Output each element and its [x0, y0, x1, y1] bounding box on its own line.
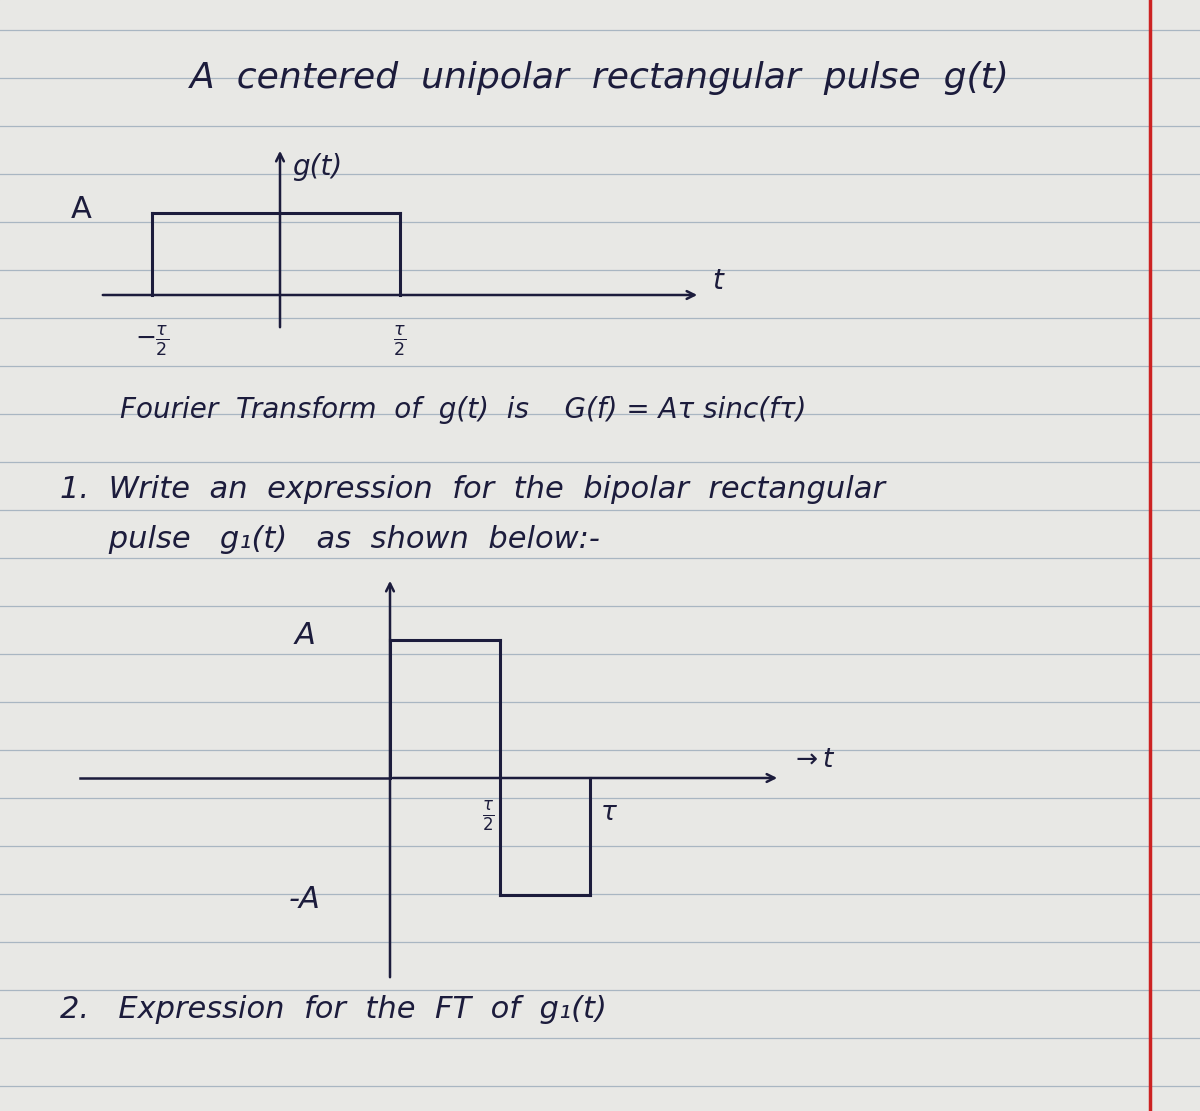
Text: pulse   g₁(t)   as  shown  below:-: pulse g₁(t) as shown below:-: [60, 526, 600, 554]
Text: $\tau$: $\tau$: [600, 800, 618, 825]
Text: A: A: [294, 621, 316, 650]
Text: A  centered  unipolar  rectangular  pulse  g(t): A centered unipolar rectangular pulse g(…: [190, 61, 1010, 96]
Text: g(t): g(t): [292, 153, 342, 181]
Text: t: t: [712, 267, 722, 296]
Text: 2.   Expression  for  the  FT  of  g₁(t): 2. Expression for the FT of g₁(t): [60, 995, 607, 1024]
Text: A: A: [71, 196, 92, 224]
Text: -A: -A: [289, 885, 320, 914]
Text: 1.  Write  an  expression  for  the  bipolar  rectangular: 1. Write an expression for the bipolar r…: [60, 476, 886, 504]
Text: $\frac{\tau}{2}$: $\frac{\tau}{2}$: [482, 800, 496, 834]
Text: $-\frac{\tau}{2}$: $-\frac{\tau}{2}$: [134, 323, 169, 358]
Text: $\frac{\tau}{2}$: $\frac{\tau}{2}$: [394, 323, 407, 358]
Text: Fourier  Transform  of  g(t)  is    G(f) = Aτ sinc(fτ): Fourier Transform of g(t) is G(f) = Aτ s…: [120, 396, 806, 424]
Text: $\rightarrow t$: $\rightarrow t$: [790, 747, 835, 773]
